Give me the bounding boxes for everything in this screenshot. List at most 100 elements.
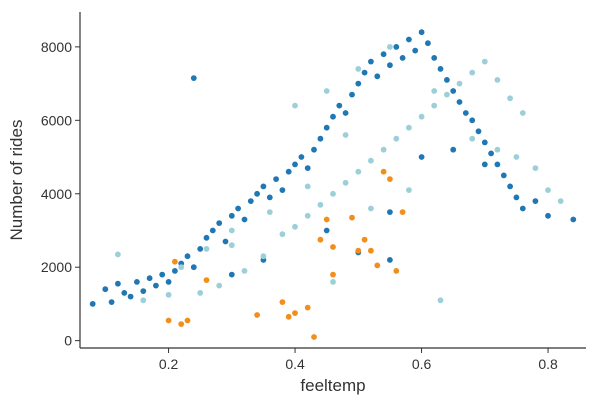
- data-point: [292, 161, 298, 168]
- data-point: [216, 220, 223, 227]
- data-point: [399, 209, 406, 216]
- data-point: [165, 279, 172, 285]
- data-point: [342, 179, 349, 186]
- data-point: [431, 55, 438, 61]
- y-ticks: 0 2000 4000 6000 8000: [41, 39, 80, 349]
- data-point: [412, 47, 419, 54]
- data-point: [279, 299, 286, 305]
- data-point: [298, 154, 305, 160]
- data-point: [89, 301, 96, 307]
- data-point: [469, 117, 476, 124]
- data-point: [374, 262, 381, 269]
- data-point: [519, 205, 526, 212]
- data-point: [444, 91, 450, 98]
- data-point: [241, 268, 248, 274]
- data-point: [380, 168, 387, 175]
- data-point: [532, 165, 539, 172]
- y-tick-label: 2000: [41, 259, 72, 275]
- data-point: [355, 66, 362, 72]
- data-point: [380, 51, 387, 58]
- data-point: [285, 168, 292, 175]
- data-point: [481, 139, 488, 146]
- data-point: [349, 214, 355, 221]
- data-point: [342, 132, 349, 138]
- data-point: [418, 154, 425, 160]
- data-point: [368, 58, 374, 65]
- data-point: [279, 187, 286, 194]
- data-point: [323, 124, 330, 131]
- data-point: [260, 183, 267, 190]
- data-point: [481, 58, 488, 65]
- data-point: [355, 168, 362, 175]
- data-point: [146, 275, 153, 282]
- data-point: [330, 190, 336, 197]
- data-point: [456, 99, 463, 105]
- data-point: [488, 150, 494, 157]
- data-point: [228, 227, 235, 234]
- data-point: [241, 216, 248, 223]
- data-point: [507, 183, 513, 190]
- x-tick-label: 0.8: [538, 356, 558, 372]
- data-point: [203, 277, 210, 283]
- data-point: [494, 161, 501, 168]
- data-point: [172, 258, 178, 265]
- data-point: [266, 209, 273, 216]
- data-point: [317, 236, 324, 243]
- data-point: [216, 282, 223, 289]
- data-point: [178, 321, 185, 327]
- data-point: [342, 110, 349, 116]
- x-axis-label: feeltemp: [300, 376, 365, 395]
- data-point: [292, 102, 298, 109]
- data-point: [134, 279, 140, 285]
- data-point: [431, 88, 438, 94]
- data-point: [279, 231, 286, 238]
- data-point: [209, 227, 216, 234]
- data-point: [507, 95, 513, 102]
- data-point: [247, 198, 254, 205]
- data-point: [266, 194, 273, 201]
- data-point: [361, 236, 368, 243]
- data-point: [323, 216, 330, 223]
- data-point: [431, 102, 438, 109]
- data-point: [197, 246, 204, 252]
- data-point: [323, 88, 330, 94]
- data-point: [437, 297, 444, 304]
- data-point: [519, 110, 526, 116]
- data-point: [304, 165, 311, 172]
- data-point: [500, 172, 507, 179]
- x-tick-label: 0.4: [285, 356, 305, 372]
- data-point: [140, 288, 147, 294]
- data-point: [222, 238, 229, 245]
- data-point: [178, 264, 185, 271]
- data-point: [273, 176, 279, 183]
- data-point: [235, 205, 242, 212]
- data-point: [406, 187, 412, 194]
- data-point: [513, 154, 520, 160]
- data-point: [545, 187, 551, 194]
- data-point: [190, 264, 197, 271]
- data-point: [285, 313, 292, 320]
- data-point: [513, 194, 520, 201]
- data-point: [317, 201, 324, 208]
- data-point: [330, 244, 336, 250]
- y-tick-label: 4000: [41, 186, 72, 202]
- data-point: [450, 146, 457, 153]
- data-point: [355, 247, 362, 254]
- data-point: [406, 124, 412, 131]
- data-point: [140, 297, 147, 304]
- data-point: [203, 234, 210, 241]
- x-tick-label: 0.2: [159, 356, 179, 372]
- series-2: [165, 168, 406, 340]
- data-point: [387, 44, 393, 50]
- data-point: [304, 304, 311, 311]
- data-point: [368, 157, 374, 164]
- data-point: [355, 80, 362, 87]
- y-tick-label: 0: [64, 333, 72, 349]
- data-point: [115, 251, 121, 258]
- data-point: [260, 253, 267, 260]
- data-point: [437, 66, 444, 72]
- x-tick-label: 0.6: [412, 356, 432, 372]
- data-point: [393, 135, 400, 142]
- data-point: [469, 69, 476, 76]
